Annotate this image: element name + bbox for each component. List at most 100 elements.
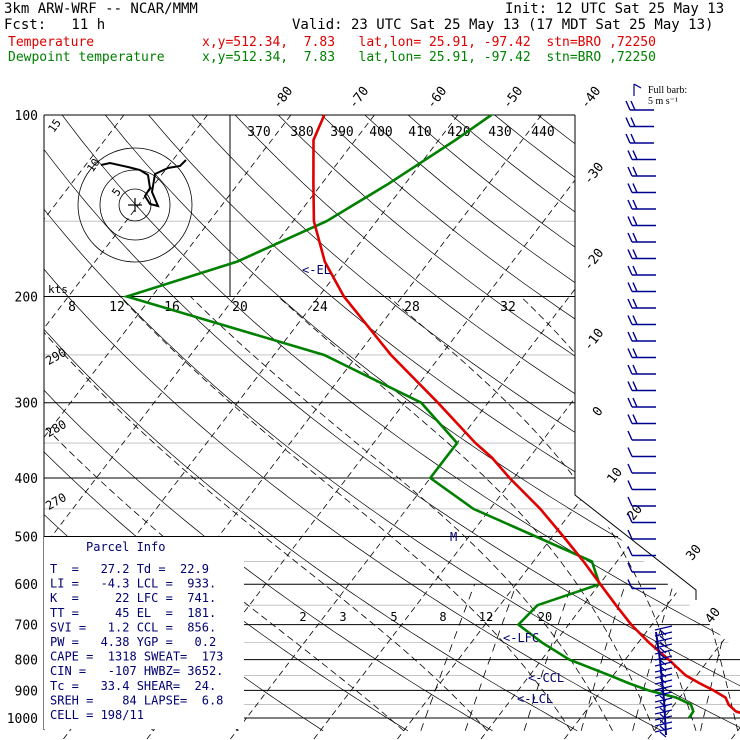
- theta-labels: 370 380 390 400 410 420 430 440 290 280 270: [43, 125, 555, 513]
- wind-barb-flag: [632, 331, 638, 342]
- parcel-info-row: Tc = 33.4 SHEAR= 24.: [50, 679, 216, 693]
- wind-barb-flag: [627, 199, 633, 210]
- parcel-info-title: Parcel Info: [86, 540, 165, 554]
- barb-legend-line1: Full barb:: [648, 85, 687, 96]
- wind-barb-flag: [625, 133, 631, 144]
- right-frame: [574, 115, 697, 600]
- speed-tick-8: 8: [68, 300, 76, 315]
- pressure-label-100: 100: [15, 109, 38, 124]
- hodograph-trace: [100, 159, 187, 208]
- wind-barb-flag: [625, 117, 631, 127]
- dry-adiabat-460: [667, 115, 740, 732]
- theta-label-390: 390: [330, 125, 353, 140]
- dry-adiabat-350: [191, 115, 740, 732]
- isotherm-label--60: -60: [424, 84, 450, 112]
- isotherm-label-20: 20: [625, 502, 646, 524]
- dry-adiabat-470: [710, 115, 740, 732]
- mixing-ratio-line-12: [632, 584, 674, 731]
- wind-barb-flag: [632, 216, 638, 226]
- isotherm-label--50: -50: [500, 84, 526, 112]
- parcel-info-row: TT = 45 EL = 181.: [50, 606, 216, 620]
- wind-barb-flag: [627, 348, 633, 358]
- hodograph-ring-outer: [77, 147, 193, 263]
- mixing-ratio-line-2: [420, 584, 475, 731]
- temperature-legend-label: Temperature: [8, 35, 95, 50]
- moist-adiabat--10: [44, 296, 404, 732]
- isotherm--60: [44, 115, 459, 740]
- parcel-info-row: T = 27.2 Td = 22.9: [50, 562, 209, 576]
- el-marker: <-EL: [302, 263, 331, 277]
- parcel-info-row: K = 22 LFC = 741.: [50, 591, 216, 605]
- pressure-labels: 100 200 300 400 500 600 700 800 900 1000: [7, 109, 38, 727]
- moist-adiabat-25: [388, 296, 697, 731]
- speed-tick-24: 24: [312, 300, 328, 315]
- isotherm-label-0: 0: [590, 404, 607, 419]
- theta-side-label-280: 280: [43, 417, 69, 440]
- wind-barb-low: [654, 679, 673, 685]
- wind-barbs: [625, 100, 673, 738]
- barb-legend-line2: 5 m s⁻¹: [648, 96, 678, 107]
- theta-label-430: 430: [488, 125, 511, 140]
- wind-barb-flag: [627, 315, 633, 325]
- pressure-label-200: 200: [15, 291, 38, 306]
- mixing-ratio-line-5: [523, 584, 573, 731]
- isotherm-label--80: -80: [270, 84, 296, 112]
- wind-barb-flag: [632, 232, 638, 243]
- wind-barb-low: [654, 631, 673, 637]
- mixing-ratio-line-3: [464, 584, 517, 731]
- dry-adiabat-280: [44, 115, 578, 732]
- wind-barb-low: [654, 709, 673, 715]
- isotherm--50: [62, 115, 542, 740]
- wind-barb-flag: [627, 579, 633, 589]
- barb-legend: Full barb: 5 m s⁻¹: [633, 83, 687, 107]
- pressure-label-500: 500: [15, 530, 38, 545]
- dry-adiabat-270: [44, 115, 493, 732]
- wind-barb-flag: [627, 430, 633, 441]
- hodograph-ring-label-10: 10: [84, 156, 102, 174]
- mixing-ratio-label-3: 3: [339, 610, 346, 624]
- dry-adiabat-310: [44, 115, 740, 732]
- isotherm-label--40: -40: [578, 84, 604, 112]
- parcel-info-row: SREH = 84 LAPSE= 6.8: [50, 693, 223, 707]
- theta-side-label-290: 290: [43, 345, 69, 368]
- temperature-legend-info: x,y=512.34, 7.83 lat,lon= 25.91, -97.42 …: [202, 35, 656, 50]
- dewpoint-profile: [122, 113, 695, 719]
- wind-barb-flag: [632, 150, 638, 160]
- dry-adiabat-320: [61, 115, 740, 732]
- wind-barb-flag: [627, 249, 633, 259]
- wind-barb-flag: [632, 348, 638, 358]
- mixing-ratio-labels: 2 3 5 8 12 20: [299, 610, 552, 624]
- moist-adiabat-20: [277, 296, 655, 731]
- isotherm--80: [44, 115, 292, 740]
- wind-barb-flag: [632, 282, 638, 292]
- wind-barb-flag: [627, 216, 633, 226]
- model-title: 3km ARW-WRF -- NCAR/MMM: [4, 1, 198, 17]
- isotherm--70: [44, 115, 375, 740]
- speed-tick-20: 20: [232, 300, 248, 315]
- wind-barb-flag: [632, 298, 638, 309]
- theta-label-380: 380: [290, 125, 313, 140]
- wind-barb-flag: [632, 166, 638, 177]
- wind-barb-low: [654, 667, 673, 673]
- parcel-info-row: PW = 4.38 YGP = 0.2: [50, 635, 216, 649]
- parcel-info-row: CELL = 198/11: [50, 708, 144, 722]
- wind-barb-flag: [627, 232, 633, 243]
- dry-adiabat-410: [451, 115, 740, 732]
- wind-barb-flag: [627, 480, 633, 490]
- wind-barb-flag: [627, 282, 633, 292]
- mixing-ratio-label-12: 12: [479, 610, 493, 624]
- barb-legend-flag: [633, 83, 642, 89]
- parcel-info-row: CIN = -107 HWBZ= 3652.: [50, 664, 223, 678]
- mixing-ratio-label-5: 5: [390, 610, 397, 624]
- speed-tick-28: 28: [404, 300, 420, 315]
- isotherm-30: [730, 115, 740, 740]
- wind-barb-flag: [627, 496, 633, 507]
- wind-barb-flag: [627, 298, 633, 309]
- mixing-ratio-lines: [420, 584, 738, 731]
- isotherm--40: [145, 115, 626, 740]
- theta-label-420: 420: [447, 125, 470, 140]
- level-markers: <-EL M <-LFC <-CCL <-LCL: [302, 263, 564, 706]
- parcel-info-row: SVI = 1.2 CCL = 856.: [50, 620, 216, 634]
- m-marker: M: [450, 530, 457, 544]
- wind-barb-flag: [627, 265, 633, 276]
